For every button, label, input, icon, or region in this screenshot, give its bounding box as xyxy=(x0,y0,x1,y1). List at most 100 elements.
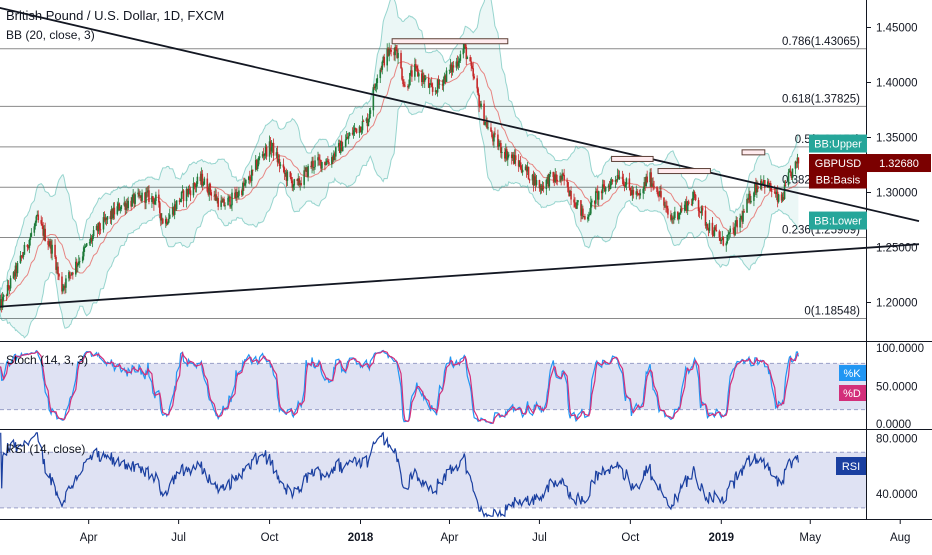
candle-body[interactable] xyxy=(162,218,164,224)
candle-body[interactable] xyxy=(117,203,120,207)
candle-body[interactable] xyxy=(686,201,689,211)
candle-body[interactable] xyxy=(563,174,565,181)
candle-body[interactable] xyxy=(410,70,412,73)
candle-body[interactable] xyxy=(23,244,26,255)
candle-body[interactable] xyxy=(251,169,254,171)
candle-body[interactable] xyxy=(436,79,439,93)
candle-body[interactable] xyxy=(667,208,669,215)
stoch-k-line[interactable] xyxy=(0,349,799,425)
candle-body[interactable] xyxy=(506,149,508,160)
candle-body[interactable] xyxy=(443,75,446,80)
candle-body[interactable] xyxy=(715,229,718,232)
candle-body[interactable] xyxy=(796,157,799,164)
candle-body[interactable] xyxy=(727,234,730,236)
candle-body[interactable] xyxy=(609,181,612,189)
candle-body[interactable] xyxy=(485,121,487,123)
candle-body[interactable] xyxy=(70,274,72,276)
candle-body[interactable] xyxy=(431,86,434,92)
candle-body[interactable] xyxy=(186,188,189,195)
candle-body[interactable] xyxy=(254,160,257,170)
candle-body[interactable] xyxy=(104,217,107,221)
candle-body[interactable] xyxy=(64,285,66,288)
candle-body[interactable] xyxy=(352,130,355,135)
candle-body[interactable] xyxy=(47,240,49,245)
candle-body[interactable] xyxy=(209,184,212,193)
candle-body[interactable] xyxy=(167,218,170,223)
candle-body[interactable] xyxy=(513,155,516,164)
candle-body[interactable] xyxy=(63,285,65,289)
candle-body[interactable] xyxy=(560,175,562,180)
candle-body[interactable] xyxy=(770,190,773,192)
candle-body[interactable] xyxy=(216,198,218,201)
candle-body[interactable] xyxy=(404,85,406,87)
candle-body[interactable] xyxy=(255,160,258,169)
candle-body[interactable] xyxy=(313,167,315,168)
candle-body[interactable] xyxy=(98,222,101,230)
candle-body[interactable] xyxy=(220,200,222,207)
candle-body[interactable] xyxy=(657,192,659,196)
candle-body[interactable] xyxy=(334,153,336,157)
candle-body[interactable] xyxy=(680,208,683,211)
candle-body[interactable] xyxy=(76,261,78,267)
candle-body[interactable] xyxy=(456,61,459,67)
candle-body[interactable] xyxy=(77,261,80,264)
candle-body[interactable] xyxy=(277,158,280,163)
candle-body[interactable] xyxy=(289,171,292,178)
candle-body[interactable] xyxy=(388,49,390,56)
candle-body[interactable] xyxy=(750,200,752,203)
resistance-mark[interactable] xyxy=(391,38,509,45)
candle-body[interactable] xyxy=(625,178,628,185)
candle-body[interactable] xyxy=(145,191,147,203)
symbol-tag[interactable] xyxy=(809,154,867,173)
candle-body[interactable] xyxy=(138,192,140,197)
candle-body[interactable] xyxy=(109,216,112,220)
candle-body[interactable] xyxy=(290,177,293,181)
candle-body[interactable] xyxy=(382,56,385,62)
candle-body[interactable] xyxy=(602,184,605,187)
candle-body[interactable] xyxy=(593,200,596,204)
candle-body[interactable] xyxy=(783,184,786,199)
candle-body[interactable] xyxy=(428,84,431,88)
candle-body[interactable] xyxy=(92,230,95,237)
candle-body[interactable] xyxy=(747,198,749,200)
candle-body[interactable] xyxy=(0,299,2,306)
candle-body[interactable] xyxy=(451,65,454,73)
candle-body[interactable] xyxy=(704,210,707,226)
candle-body[interactable] xyxy=(452,65,455,68)
candle-body[interactable] xyxy=(103,217,106,221)
candle-body[interactable] xyxy=(653,185,655,187)
candle-body[interactable] xyxy=(789,170,792,173)
candle-body[interactable] xyxy=(27,246,30,248)
candle-body[interactable] xyxy=(677,211,679,220)
candle-body[interactable] xyxy=(458,60,461,63)
candle-body[interactable] xyxy=(438,83,441,85)
candle-body[interactable] xyxy=(43,228,45,236)
candle-body[interactable] xyxy=(134,194,136,204)
candle-body[interactable] xyxy=(258,156,261,158)
candle-body[interactable] xyxy=(687,201,690,204)
candle-body[interactable] xyxy=(221,200,223,203)
rsi-tag[interactable] xyxy=(836,457,866,475)
candle-body[interactable] xyxy=(466,57,469,60)
candle-body[interactable] xyxy=(124,202,127,210)
candle-body[interactable] xyxy=(194,185,197,188)
candle-body[interactable] xyxy=(600,191,603,194)
candle-body[interactable] xyxy=(684,201,687,205)
candle-body[interactable] xyxy=(547,176,550,187)
candle-body[interactable] xyxy=(487,127,489,129)
candle-body[interactable] xyxy=(140,195,142,201)
candle-body[interactable] xyxy=(175,200,178,210)
candle-body[interactable] xyxy=(672,217,674,219)
candle-body[interactable] xyxy=(298,178,301,186)
candle-body[interactable] xyxy=(597,191,600,200)
candle-body[interactable] xyxy=(628,178,631,188)
candle-body[interactable] xyxy=(62,288,64,292)
candle-body[interactable] xyxy=(338,143,341,153)
candle-body[interactable] xyxy=(341,146,344,152)
candle-body[interactable] xyxy=(89,237,92,243)
candle-body[interactable] xyxy=(160,213,162,221)
candle-body[interactable] xyxy=(161,218,163,221)
candle-body[interactable] xyxy=(28,240,31,248)
candle-body[interactable] xyxy=(596,191,599,200)
candle-body[interactable] xyxy=(326,160,328,165)
